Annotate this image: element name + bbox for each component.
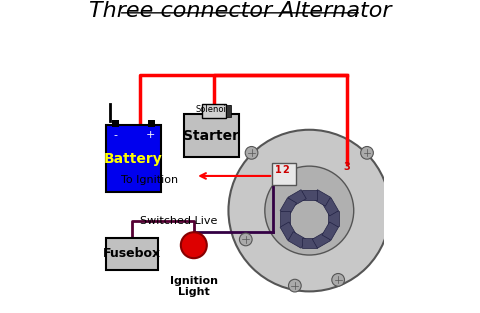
Bar	[312, 190, 331, 206]
FancyBboxPatch shape	[106, 126, 161, 192]
Bar	[328, 212, 339, 226]
Circle shape	[332, 274, 345, 286]
Text: 2: 2	[282, 165, 289, 175]
Bar	[111, 120, 119, 127]
Text: 1: 1	[275, 165, 281, 175]
Bar	[203, 104, 226, 118]
Text: -: -	[114, 130, 118, 140]
Bar	[280, 222, 297, 240]
Bar	[322, 222, 338, 240]
Circle shape	[228, 130, 390, 291]
Bar	[226, 105, 231, 117]
Text: To Ignition: To Ignition	[121, 175, 178, 185]
Text: Starter: Starter	[183, 129, 239, 142]
FancyBboxPatch shape	[106, 238, 158, 270]
Text: Battery: Battery	[104, 151, 163, 166]
Bar	[288, 232, 306, 248]
Bar	[322, 198, 338, 216]
Bar	[302, 189, 317, 200]
Title: Three connector Alternator: Three connector Alternator	[89, 1, 391, 21]
Circle shape	[240, 233, 252, 246]
Bar	[280, 212, 290, 226]
Text: Fusebox: Fusebox	[103, 247, 161, 260]
Circle shape	[288, 279, 301, 292]
FancyBboxPatch shape	[184, 114, 239, 157]
Circle shape	[181, 232, 207, 258]
Text: +: +	[146, 130, 155, 140]
Text: Switched Live: Switched Live	[141, 216, 218, 226]
Bar	[280, 198, 297, 216]
Bar	[302, 238, 317, 249]
Text: Ignition
Light: Ignition Light	[170, 275, 218, 297]
Bar	[148, 120, 155, 127]
Circle shape	[360, 146, 373, 159]
Text: Solenoid: Solenoid	[196, 105, 232, 114]
Bar	[312, 232, 331, 248]
Circle shape	[245, 146, 258, 159]
FancyBboxPatch shape	[272, 163, 296, 185]
Bar	[288, 190, 306, 206]
Circle shape	[265, 166, 354, 255]
Text: 3: 3	[343, 162, 350, 172]
